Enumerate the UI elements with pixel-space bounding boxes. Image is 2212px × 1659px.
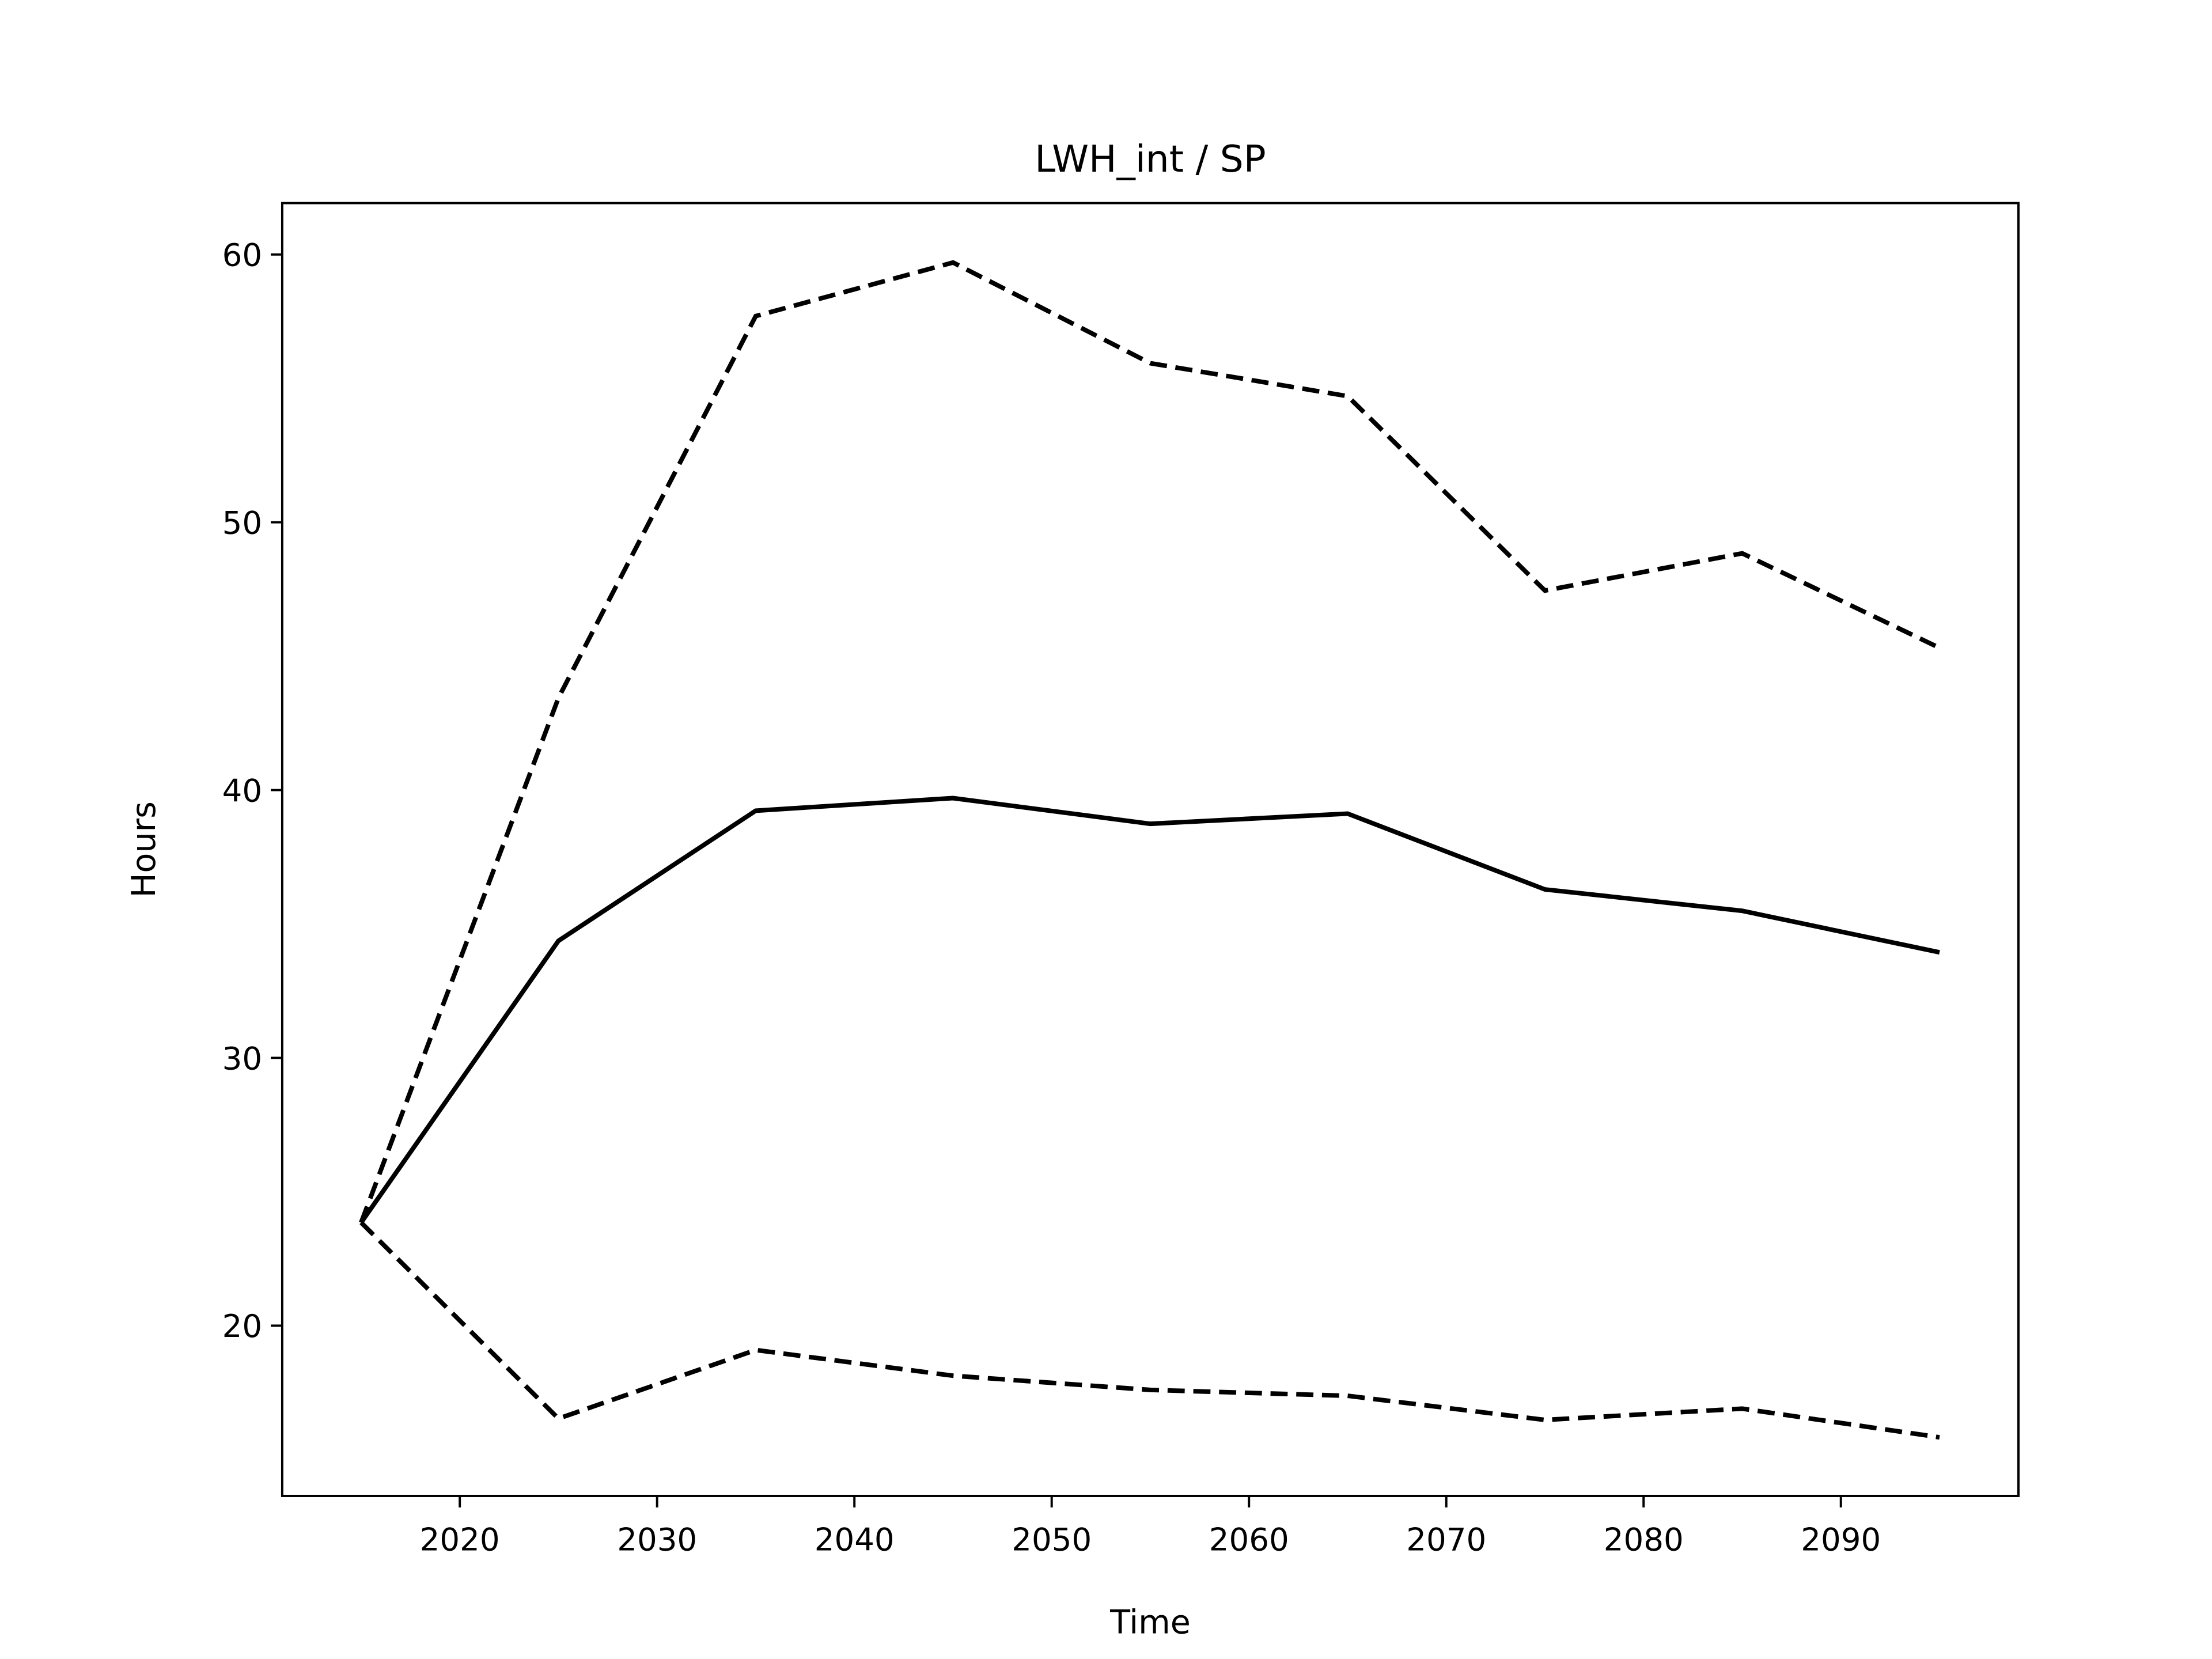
y-tick-label: 50 (222, 505, 263, 541)
y-axis-label: Hours (125, 801, 163, 897)
x-tick-label: 2030 (617, 1521, 697, 1558)
y-tick-label: 40 (222, 772, 263, 809)
line-series (359, 796, 1940, 1224)
plot-frame (281, 202, 2020, 1497)
line-series (359, 1221, 1940, 1440)
x-tick-label: 2090 (1801, 1521, 1881, 1558)
line-series (359, 260, 1941, 1224)
x-tick-label: 2060 (1209, 1521, 1289, 1558)
x-tick-label: 2020 (420, 1521, 500, 1558)
chart-title: LWH_int / SP (1035, 138, 1266, 181)
y-tick-label: 30 (222, 1040, 263, 1077)
x-tick-label: 2040 (815, 1521, 895, 1558)
x-tick-label: 2050 (1012, 1521, 1092, 1558)
x-axis-label: Time (1109, 1603, 1191, 1641)
x-tick-label: 2070 (1406, 1521, 1486, 1558)
x-tick-label: 2080 (1604, 1521, 1684, 1558)
y-tick-label: 60 (222, 237, 263, 274)
y-tick-label: 20 (222, 1308, 263, 1344)
